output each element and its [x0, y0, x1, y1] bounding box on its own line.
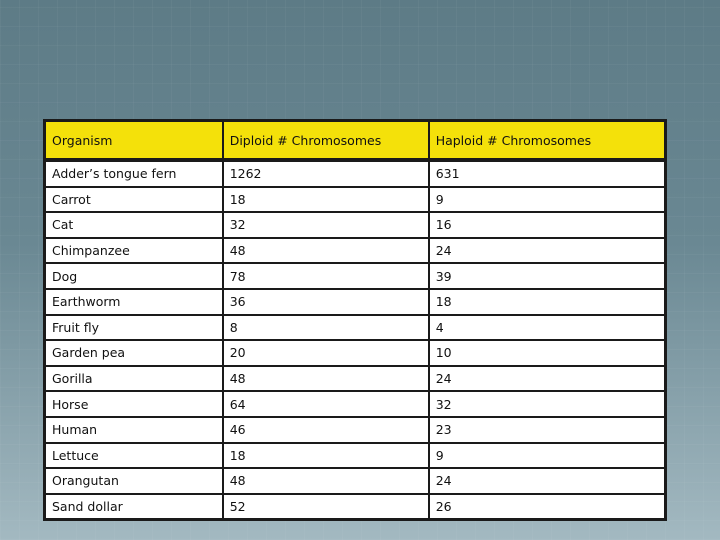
table-row: Horse 64 32 [46, 392, 664, 416]
table-row: Carrot 18 9 [46, 187, 664, 212]
haploid-cell: 631 [429, 162, 664, 186]
table-row: Gorilla 48 24 [46, 366, 664, 391]
organism-cell: Cat [46, 213, 222, 237]
organism-cell: Adder’s tongue fern [46, 162, 222, 186]
haploid-cell: 23 [429, 417, 664, 442]
chromosome-table: Organism Diploid # Chromosomes Haploid #… [44, 120, 666, 520]
organism-cell: Dog [46, 264, 222, 288]
diploid-cell: 32 [223, 213, 428, 237]
haploid-cell: 24 [429, 469, 664, 493]
organism-cell: Sand dollar [46, 494, 222, 519]
organism-cell: Orangutan [46, 469, 222, 493]
organism-cell: Lettuce [46, 443, 222, 468]
table-row: Fruit fly 8 4 [46, 315, 664, 340]
header-diploid: Diploid # Chromosomes [223, 122, 428, 160]
organism-cell: Carrot [46, 187, 222, 212]
diploid-cell: 48 [223, 366, 428, 391]
haploid-cell: 26 [429, 494, 664, 519]
table-row: Dog 78 39 [46, 264, 664, 288]
diploid-cell: 48 [223, 238, 428, 263]
diploid-cell: 20 [223, 341, 428, 365]
table-row: Garden pea 20 10 [46, 341, 664, 365]
diploid-cell: 36 [223, 289, 428, 314]
table-row: Sand dollar 52 26 [46, 494, 664, 519]
haploid-cell: 4 [429, 315, 664, 340]
table-row: Chimpanzee 48 24 [46, 238, 664, 263]
diploid-cell: 18 [223, 443, 428, 468]
diploid-cell: 1262 [223, 162, 428, 186]
haploid-cell: 24 [429, 366, 664, 391]
haploid-cell: 9 [429, 443, 664, 468]
table-row: Lettuce 18 9 [46, 443, 664, 468]
table-row: Adder’s tongue fern 1262 631 [46, 162, 664, 186]
diploid-cell: 78 [223, 264, 428, 288]
table-row: Human 46 23 [46, 417, 664, 442]
table-row: Earthworm 36 18 [46, 289, 664, 314]
haploid-cell: 32 [429, 392, 664, 416]
haploid-cell: 24 [429, 238, 664, 263]
table-row: Cat 32 16 [46, 213, 664, 237]
organism-cell: Gorilla [46, 366, 222, 391]
table-header-row: Organism Diploid # Chromosomes Haploid #… [46, 122, 664, 160]
haploid-cell: 39 [429, 264, 664, 288]
header-organism: Organism [46, 122, 222, 160]
organism-cell: Earthworm [46, 289, 222, 314]
table-body: Adder’s tongue fern 1262 631 Carrot 18 9 Cat 32… [46, 162, 664, 519]
organism-cell: Fruit fly [46, 315, 222, 340]
diploid-cell: 64 [223, 392, 428, 416]
organism-cell: Horse [46, 392, 222, 416]
haploid-cell: 10 [429, 341, 664, 365]
haploid-cell: 16 [429, 213, 664, 237]
diploid-cell: 46 [223, 417, 428, 442]
header-haploid: Haploid # Chromosomes [429, 122, 664, 160]
diploid-cell: 52 [223, 494, 428, 519]
table-row: Orangutan 48 24 [46, 469, 664, 493]
diploid-cell: 18 [223, 187, 428, 212]
organism-cell: Garden pea [46, 341, 222, 365]
chromosome-table-container: Organism Diploid # Chromosomes Haploid #… [43, 119, 667, 521]
diploid-cell: 8 [223, 315, 428, 340]
organism-cell: Human [46, 417, 222, 442]
diploid-cell: 48 [223, 469, 428, 493]
organism-cell: Chimpanzee [46, 238, 222, 263]
haploid-cell: 18 [429, 289, 664, 314]
haploid-cell: 9 [429, 187, 664, 212]
